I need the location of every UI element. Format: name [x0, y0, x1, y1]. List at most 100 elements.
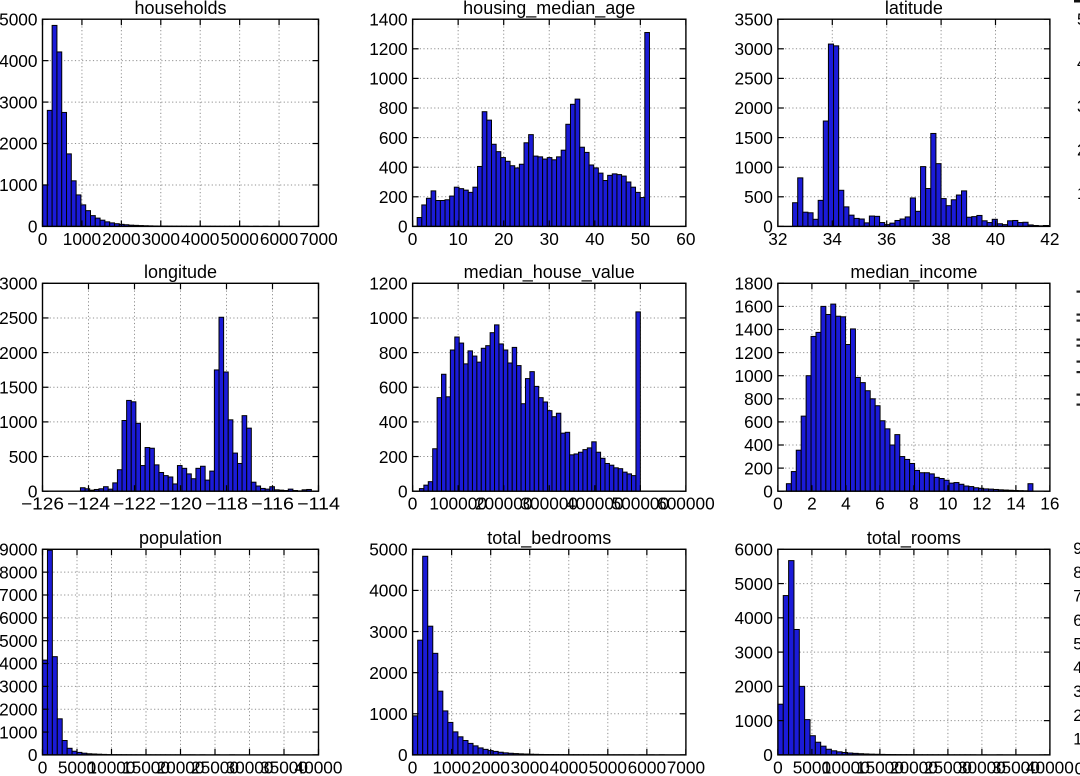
svg-text:7000: 7000 — [299, 229, 337, 249]
svg-text:4000: 4000 — [369, 581, 407, 601]
svg-text:population: population — [139, 528, 222, 548]
svg-text:30000: 30000 — [226, 757, 274, 776]
svg-text:15000: 15000 — [122, 757, 170, 776]
svg-text:60: 60 — [676, 229, 695, 249]
svg-text:6000: 6000 — [628, 757, 666, 776]
svg-text:10000: 10000 — [822, 757, 870, 776]
svg-text:15000: 15000 — [856, 757, 904, 776]
svg-text:1500: 1500 — [0, 377, 38, 397]
svg-text:8: 8 — [909, 494, 919, 514]
svg-text:1000: 1000 — [63, 229, 101, 249]
svg-text:4000: 4000 — [550, 757, 588, 776]
svg-text:200: 200 — [379, 187, 408, 207]
svg-text:3000: 3000 — [1073, 683, 1080, 701]
svg-text:42: 42 — [1040, 229, 1059, 249]
svg-text:2000: 2000 — [369, 663, 407, 683]
svg-text:2500: 2500 — [0, 308, 38, 328]
svg-text:9000: 9000 — [0, 540, 38, 560]
svg-text:−124: −124 — [67, 494, 110, 514]
svg-text:600: 600 — [379, 377, 408, 397]
svg-text:40: 40 — [986, 229, 1005, 249]
svg-text:0: 0 — [28, 481, 38, 501]
svg-text:median_income: median_income — [850, 262, 977, 283]
svg-text:0: 0 — [398, 217, 408, 237]
svg-text:400: 400 — [379, 412, 408, 432]
svg-text:0: 0 — [763, 217, 773, 237]
svg-text:800: 800 — [744, 389, 773, 409]
svg-text:10: 10 — [449, 229, 468, 249]
svg-text:38: 38 — [932, 229, 951, 249]
svg-text:5000: 5000 — [735, 574, 773, 594]
svg-text:1800: 1800 — [735, 274, 773, 294]
svg-text:7000: 7000 — [1073, 588, 1080, 606]
svg-text:2000: 2000 — [735, 677, 773, 697]
svg-text:300000: 300000 — [520, 494, 578, 514]
svg-text:0: 0 — [28, 745, 38, 765]
svg-text:500000: 500000 — [612, 494, 670, 514]
svg-text:−122: −122 — [113, 494, 156, 514]
svg-text:housing_median_age: housing_median_age — [463, 0, 635, 19]
svg-text:4000: 4000 — [1077, 55, 1080, 73]
svg-text:400: 400 — [744, 435, 773, 455]
svg-text:1400: 1400 — [735, 320, 773, 340]
svg-text:2000: 2000 — [472, 757, 510, 776]
svg-text:30000: 30000 — [958, 757, 1006, 776]
svg-text:14: 14 — [1006, 494, 1026, 514]
svg-text:3000: 3000 — [735, 642, 773, 662]
svg-text:100000: 100000 — [429, 494, 487, 514]
svg-text:200000: 200000 — [475, 494, 533, 514]
svg-text:4000: 4000 — [735, 608, 773, 628]
svg-text:3000: 3000 — [0, 92, 38, 112]
svg-text:6000: 6000 — [0, 608, 38, 628]
svg-text:40: 40 — [585, 229, 604, 249]
svg-text:1200: 1200 — [735, 343, 773, 363]
svg-text:1500: 1500 — [735, 128, 773, 148]
svg-text:3000: 3000 — [369, 622, 407, 642]
svg-text:32: 32 — [768, 229, 787, 249]
svg-text:latitude: latitude — [885, 0, 943, 18]
svg-text:households: households — [134, 0, 226, 18]
svg-text:600: 600 — [744, 412, 773, 432]
svg-text:35000: 35000 — [992, 757, 1040, 776]
svg-text:25000: 25000 — [191, 757, 239, 776]
svg-text:longitude: longitude — [144, 262, 217, 282]
svg-text:20: 20 — [494, 229, 513, 249]
svg-text:1200: 1200 — [369, 39, 407, 59]
svg-text:total_rooms: total_rooms — [867, 528, 961, 549]
svg-text:200: 200 — [379, 447, 408, 467]
svg-text:1000: 1000 — [369, 308, 407, 328]
svg-text:0: 0 — [408, 229, 418, 249]
svg-text:7000: 7000 — [667, 757, 705, 776]
svg-text:5000: 5000 — [1073, 636, 1080, 654]
svg-text:1000: 1000 — [369, 704, 407, 724]
svg-text:0: 0 — [408, 494, 418, 514]
svg-text:1000: 1000 — [1073, 730, 1080, 748]
svg-text:−114: −114 — [297, 494, 340, 514]
svg-text:5000: 5000 — [589, 757, 627, 776]
svg-text:4: 4 — [841, 494, 851, 514]
svg-text:500: 500 — [9, 447, 38, 467]
svg-text:10: 10 — [938, 494, 957, 514]
svg-text:35000: 35000 — [260, 757, 308, 776]
svg-text:1200: 1200 — [369, 274, 407, 294]
svg-text:0: 0 — [763, 481, 773, 501]
svg-text:1400: 1400 — [369, 9, 407, 29]
svg-text:0: 0 — [38, 229, 48, 249]
svg-text:1000: 1000 — [0, 412, 38, 432]
svg-text:400: 400 — [379, 157, 408, 177]
svg-text:1000: 1000 — [0, 722, 38, 742]
svg-text:0: 0 — [398, 481, 408, 501]
svg-text:4000: 4000 — [0, 654, 38, 674]
svg-text:6000: 6000 — [1073, 612, 1080, 630]
svg-text:4000: 4000 — [0, 51, 38, 71]
svg-text:6000: 6000 — [735, 540, 773, 560]
svg-text:2000: 2000 — [102, 229, 140, 249]
svg-text:30: 30 — [540, 229, 559, 249]
svg-text:2000: 2000 — [0, 343, 38, 363]
svg-text:34: 34 — [823, 229, 843, 249]
svg-text:16: 16 — [1040, 494, 1059, 514]
svg-text:5000: 5000 — [793, 757, 831, 776]
svg-text:0: 0 — [38, 757, 48, 776]
svg-text:2000: 2000 — [1077, 142, 1080, 160]
svg-text:5000: 5000 — [0, 9, 38, 29]
